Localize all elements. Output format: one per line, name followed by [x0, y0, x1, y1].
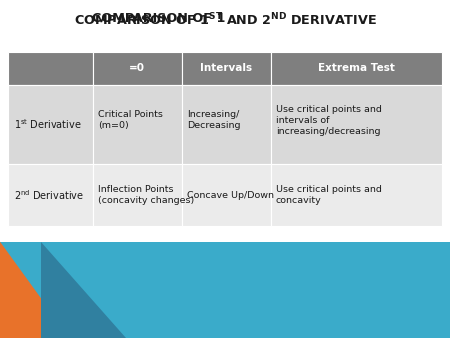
Text: 2$\mathregular{^{nd}}$ Derivative: 2$\mathregular{^{nd}}$ Derivative: [14, 188, 84, 202]
Polygon shape: [40, 242, 126, 338]
Bar: [93, 164, 182, 226]
Bar: [182, 164, 270, 226]
Bar: [93, 84, 182, 164]
Text: COMPARISON OF 1: COMPARISON OF 1: [92, 12, 225, 25]
Bar: [182, 52, 270, 84]
Text: Critical Points
(m=0): Critical Points (m=0): [98, 110, 163, 130]
Text: Increasing/
Decreasing: Increasing/ Decreasing: [187, 110, 240, 130]
Bar: [270, 164, 442, 226]
Bar: [8, 52, 93, 84]
Bar: [270, 52, 442, 84]
Text: =0: =0: [129, 64, 145, 73]
Bar: [182, 84, 270, 164]
Text: Extrema Test: Extrema Test: [318, 64, 395, 73]
Bar: [93, 52, 182, 84]
Text: Use critical points and
intervals of
increasing/decreasing: Use critical points and intervals of inc…: [276, 105, 382, 136]
Text: Concave Up/Down: Concave Up/Down: [187, 191, 274, 200]
Polygon shape: [0, 242, 70, 338]
Text: Intervals: Intervals: [200, 64, 252, 73]
Bar: [0, 242, 450, 338]
Bar: [8, 84, 93, 164]
Text: Inflection Points
(concavity changes): Inflection Points (concavity changes): [98, 185, 194, 205]
Text: Use critical points and
concavity: Use critical points and concavity: [276, 185, 382, 205]
Bar: [270, 84, 442, 164]
Text: COMPARISON OF 1$\mathregular{^{ST}}$ AND 2$\mathregular{^{ND}}$ DERIVATIVE: COMPARISON OF 1$\mathregular{^{ST}}$ AND…: [73, 12, 377, 28]
Bar: [8, 164, 93, 226]
Text: 1$\mathregular{^{st}}$ Derivative: 1$\mathregular{^{st}}$ Derivative: [14, 117, 81, 131]
